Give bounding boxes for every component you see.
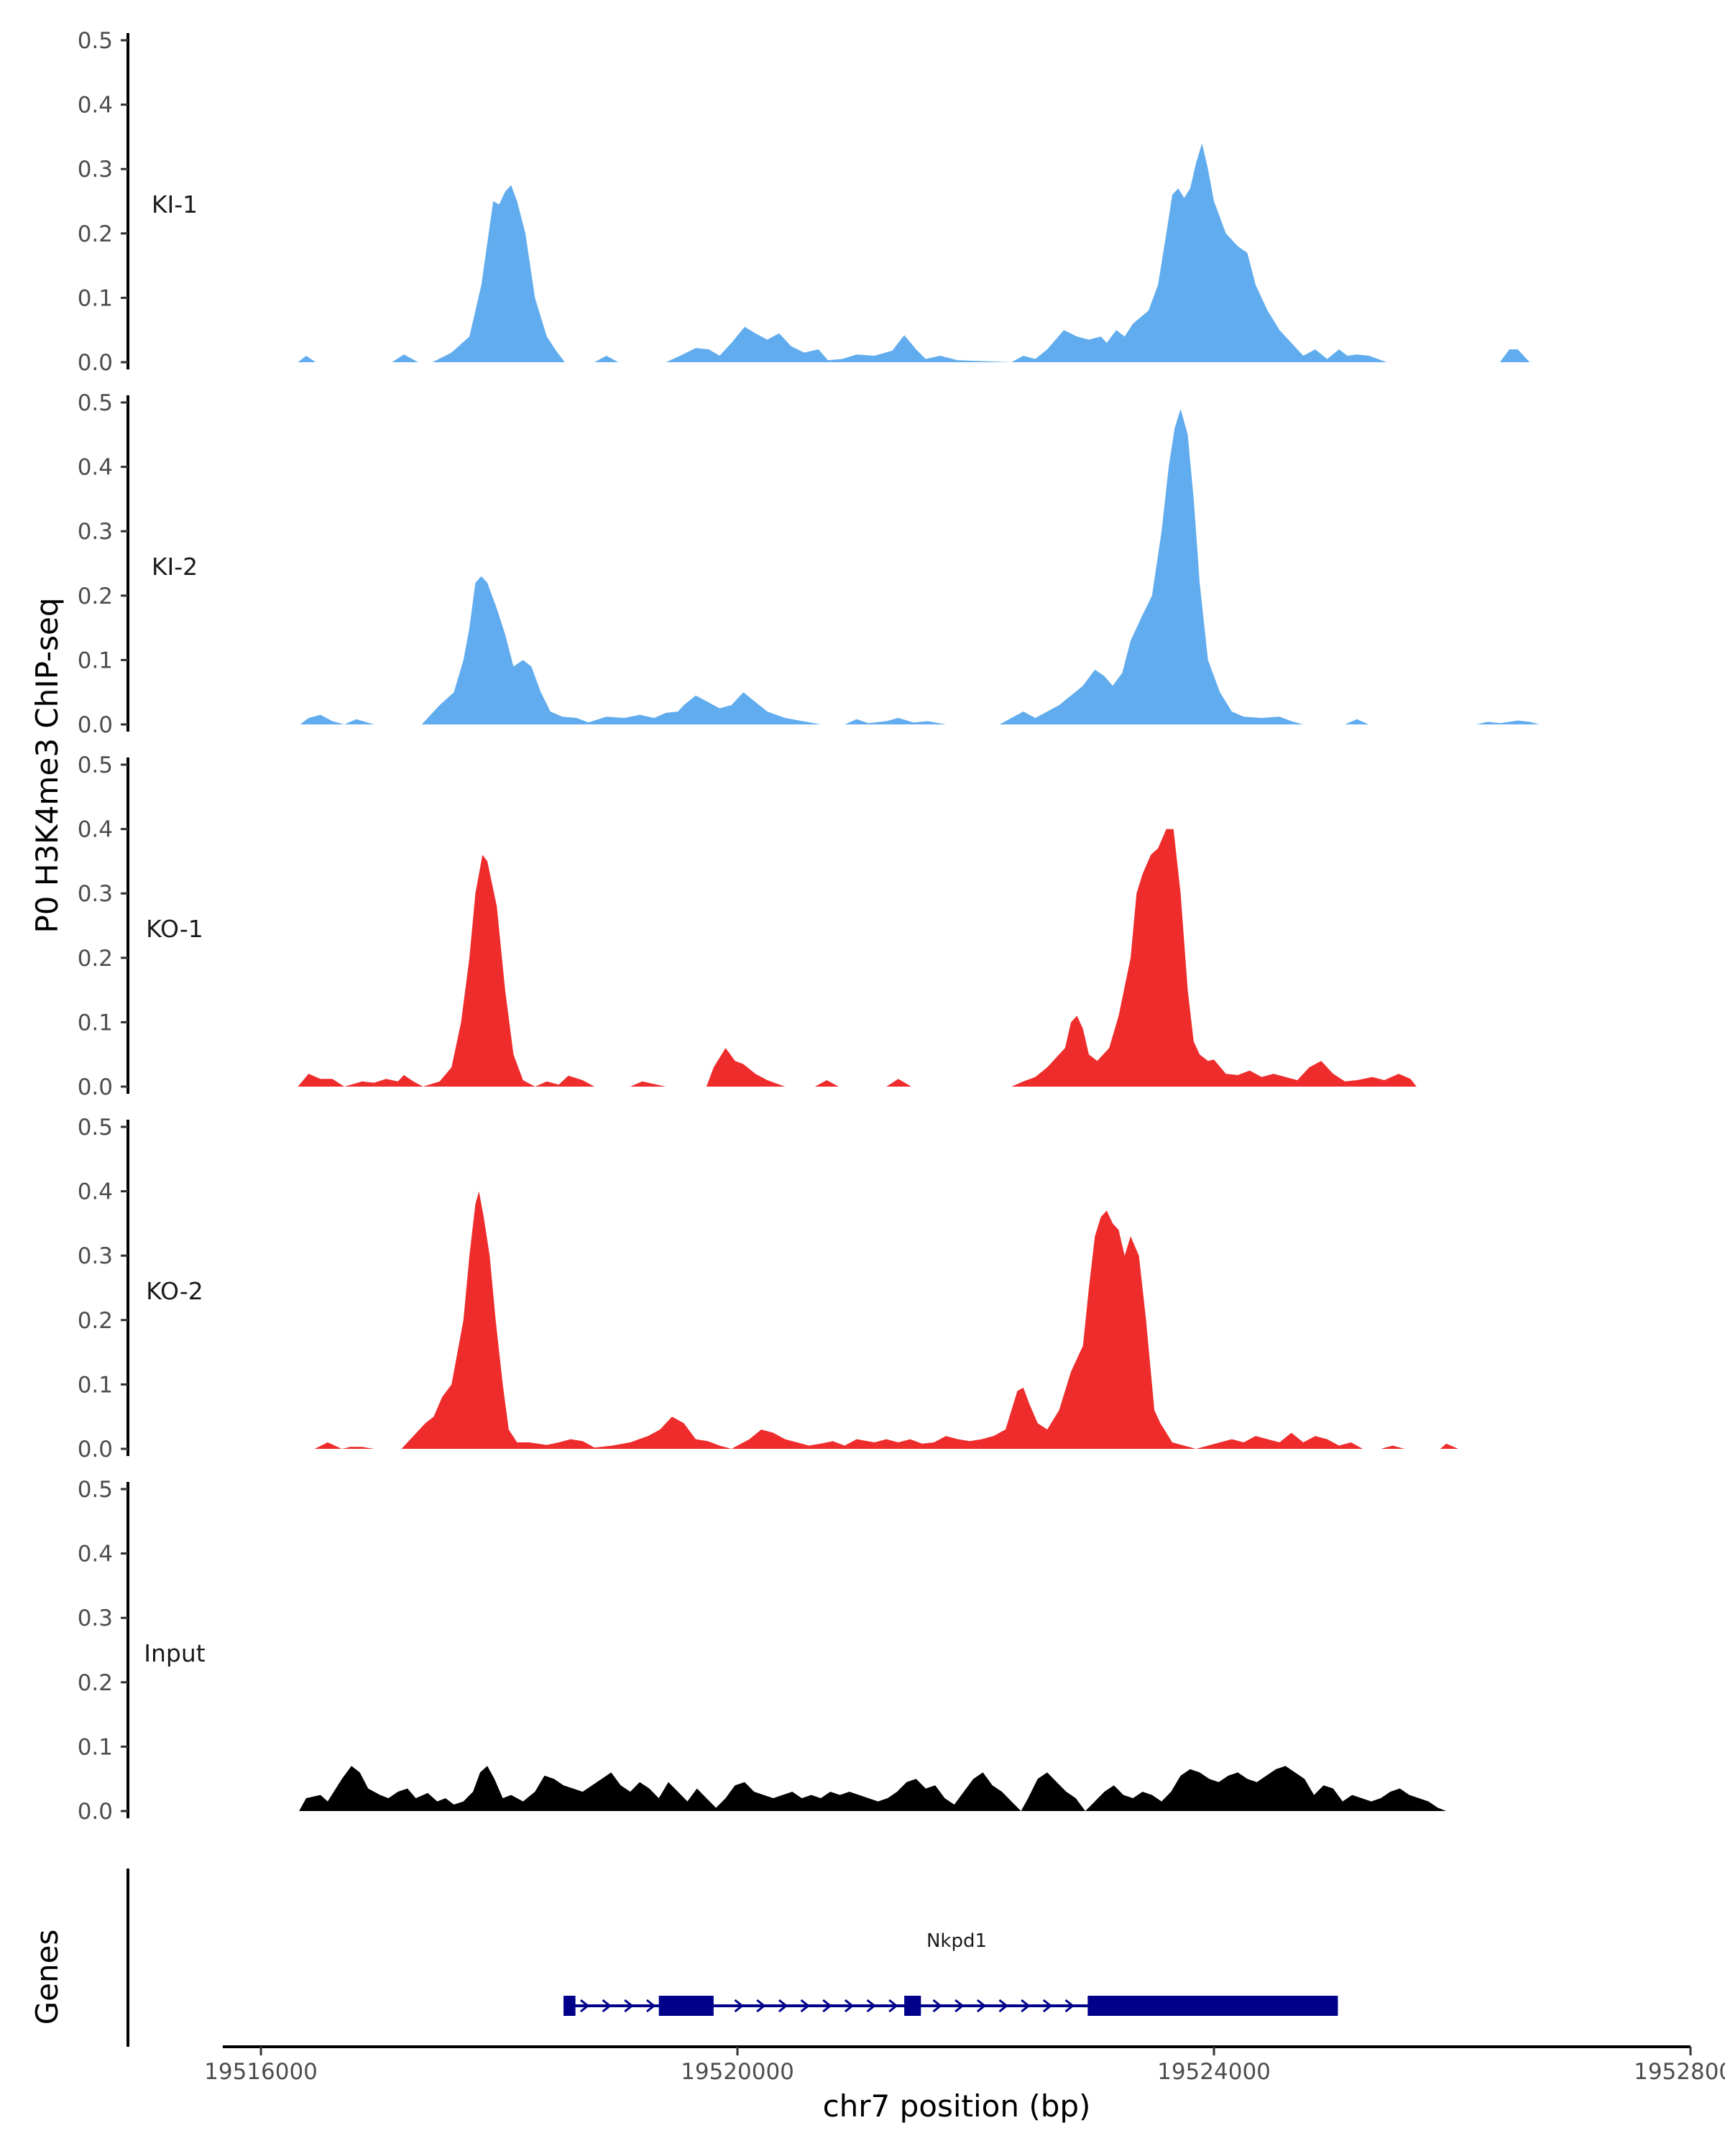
track-label: KO-1 xyxy=(146,915,203,943)
strand-arrow xyxy=(800,1999,810,2013)
y-tick-label: 0.5 xyxy=(78,28,113,54)
y-tick-label: 0.4 xyxy=(78,817,113,843)
y-tick-label: 0.5 xyxy=(78,1477,113,1503)
strand-arrow xyxy=(998,1999,1008,2013)
y-tick-label: 0.4 xyxy=(78,1542,113,1567)
x-tick-label: 19524000 xyxy=(1157,2059,1271,2085)
track-label: KI-1 xyxy=(152,190,198,218)
y-tick-label: 0.3 xyxy=(78,157,113,183)
y-tick-label: 0.4 xyxy=(78,1179,113,1205)
y-tick-label: 0.5 xyxy=(78,752,113,778)
strand-arrow xyxy=(579,1999,590,2013)
y-tick-label: 0.5 xyxy=(78,1115,113,1141)
y-tick-label: 0.3 xyxy=(78,519,113,545)
exon-block xyxy=(564,1996,576,2016)
strand-arrow xyxy=(1021,1999,1031,2013)
coverage-area xyxy=(300,409,1540,724)
strand-arrow xyxy=(602,1999,612,2013)
y-tick-label: 0.0 xyxy=(78,1799,113,1825)
track-ko-2: 0.0 0.1 0.2 0.3 0.4 0.5 KO-2 xyxy=(78,1115,1458,1462)
strand-arrow xyxy=(844,1999,855,2013)
track-label: Input xyxy=(144,1639,206,1667)
track-label: KI-2 xyxy=(152,553,198,581)
y-tick-label: 0.2 xyxy=(78,1308,113,1334)
coverage-tracks: 0.0 0.1 0.2 0.3 0.4 0.5 KI-1 0.0 0.1 0.2 0.3 0.4 0.5… xyxy=(78,28,1540,1825)
strand-arrow xyxy=(976,1999,987,2013)
coverage-area xyxy=(314,1191,1458,1449)
x-tick-label: 19520000 xyxy=(681,2059,794,2085)
y-tick-label: 0.1 xyxy=(78,1372,113,1398)
x-axis: 19516000 19520000 19524000 19528000 xyxy=(204,2045,1725,2085)
strand-arrow xyxy=(1064,1999,1075,2013)
strand-arrow xyxy=(624,1999,634,2013)
x-axis-title: chr7 position (bp) xyxy=(823,2088,1091,2124)
strand-arrow xyxy=(932,1999,942,2013)
strand-arrow xyxy=(734,1999,744,2013)
y-tick-label: 0.3 xyxy=(78,1243,113,1269)
y-tick-label: 0.2 xyxy=(78,584,113,609)
y-tick-label: 0.4 xyxy=(78,455,113,481)
y-tick-label: 0.1 xyxy=(78,1734,113,1760)
strand-arrow xyxy=(645,1999,656,2013)
y-axis-title: P0 H3K4me3 ChIP-seq xyxy=(29,597,65,933)
coverage-area xyxy=(299,1766,1447,1811)
track-input: 0.0 0.1 0.2 0.3 0.4 0.5 Input xyxy=(78,1477,1447,1825)
gene-panel: Nkpd1 xyxy=(126,1869,1338,2047)
y-tick-label: 0.4 xyxy=(78,93,113,119)
strand-arrow xyxy=(822,1999,832,2013)
gene-panel-title: Genes xyxy=(29,1930,65,2025)
strand-arrow xyxy=(778,1999,788,2013)
track-label: KO-2 xyxy=(146,1277,203,1305)
y-tick-label: 0.1 xyxy=(78,1010,113,1036)
y-tick-label: 0.0 xyxy=(78,1437,113,1462)
gene-label: Nkpd1 xyxy=(926,1930,987,1952)
x-tick-label: 19516000 xyxy=(204,2059,318,2085)
y-tick-label: 0.2 xyxy=(78,946,113,972)
gene-model xyxy=(564,1996,1338,2016)
exon-block xyxy=(1087,1996,1338,2016)
y-tick-label: 0.1 xyxy=(78,648,113,673)
exon-block xyxy=(904,1996,921,2016)
track-ko-1: 0.0 0.1 0.2 0.3 0.4 0.5 KO-1 xyxy=(78,752,1456,1100)
y-tick-label: 0.3 xyxy=(78,881,113,907)
y-tick-label: 0.2 xyxy=(78,221,113,247)
track-ki-2: 0.0 0.1 0.2 0.3 0.4 0.5 KI-2 xyxy=(78,390,1540,738)
coverage-area xyxy=(298,143,1530,362)
strand-arrow xyxy=(954,1999,965,2013)
y-tick-label: 0.0 xyxy=(78,1074,113,1100)
strand-arrow xyxy=(866,1999,876,2013)
exon-block xyxy=(658,1996,714,2016)
strand-arrow xyxy=(888,1999,898,2013)
strand-arrow xyxy=(1042,1999,1053,2013)
y-tick-label: 0.5 xyxy=(78,390,113,416)
x-tick-label: 19528000 xyxy=(1634,2059,1725,2085)
y-tick-label: 0.0 xyxy=(78,350,113,376)
y-tick-label: 0.2 xyxy=(78,1670,113,1696)
track-ki-1: 0.0 0.1 0.2 0.3 0.4 0.5 KI-1 xyxy=(78,28,1530,376)
y-tick-label: 0.1 xyxy=(78,285,113,311)
y-tick-label: 0.0 xyxy=(78,712,113,738)
coverage-area xyxy=(298,829,1456,1087)
strand-arrow xyxy=(756,1999,766,2013)
y-tick-label: 0.3 xyxy=(78,1606,113,1631)
